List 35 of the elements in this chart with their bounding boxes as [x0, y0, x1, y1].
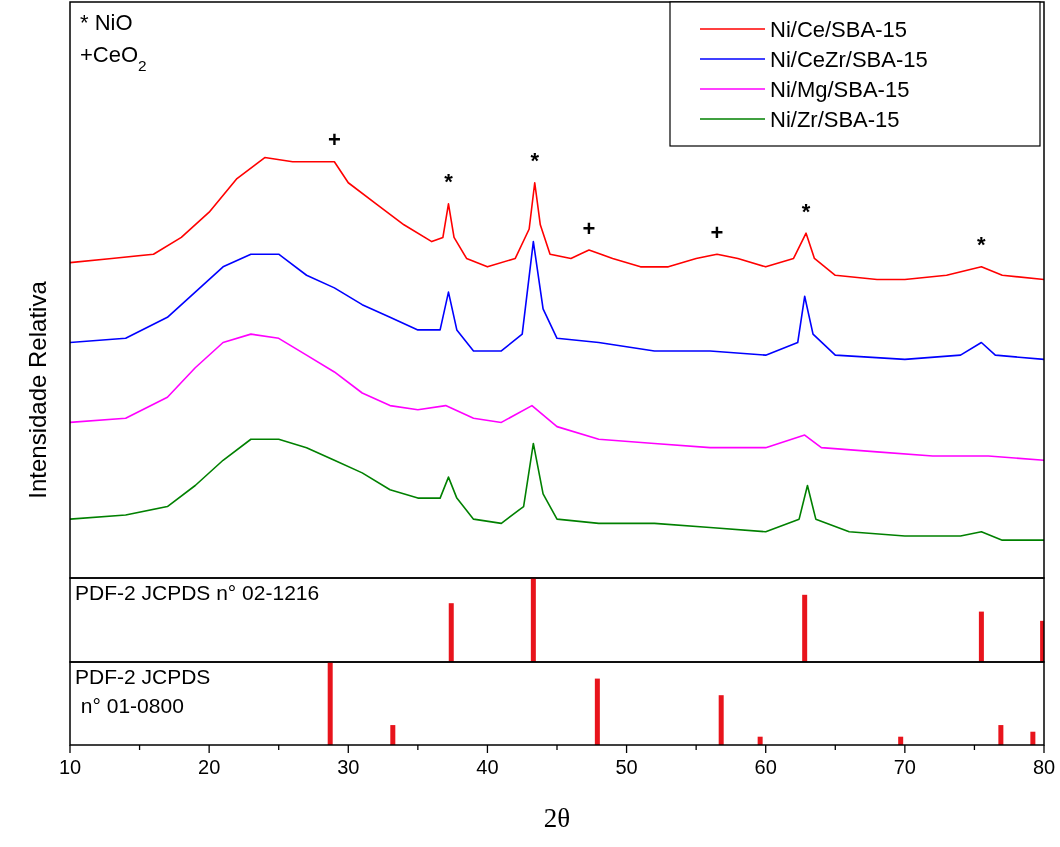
legend-label: Ni/Ce/SBA-15: [770, 17, 907, 42]
legend-label: Ni/Mg/SBA-15: [770, 77, 910, 102]
annotation: PDF-2 JCPDS n° 02-1216: [75, 581, 320, 604]
annotation: +: [582, 215, 596, 241]
annotation: *: [444, 169, 454, 195]
legend-label: Ni/CeZr/SBA-15: [770, 47, 928, 72]
x-axis-title: 2θ: [543, 803, 571, 833]
annotation: +: [710, 219, 724, 245]
annotation: *: [801, 198, 811, 224]
bar: [530, 578, 536, 662]
annotation: *: [977, 232, 987, 258]
annotation: +: [327, 127, 341, 153]
annotation: PDF-2 JCPDS n° 01-0800: [75, 665, 211, 717]
x-tick-label: 60: [754, 756, 777, 778]
x-tick-label: 10: [58, 756, 82, 778]
bar: [1030, 731, 1036, 745]
annotation: *: [530, 148, 540, 174]
text: * NiO: [80, 10, 133, 35]
x-tick-label: 50: [615, 756, 638, 778]
x-tick-label: 30: [337, 756, 360, 778]
bar: [390, 725, 396, 745]
bar: [802, 594, 808, 662]
bar: [978, 611, 984, 662]
bar: [998, 725, 1004, 745]
bar: [327, 662, 333, 745]
bar: [718, 695, 724, 745]
x-tick-label: 20: [198, 756, 221, 778]
legend-label: Ni/Zr/SBA-15: [770, 107, 900, 132]
bar: [594, 678, 600, 745]
y-axis-title: Intensidade Relativa: [24, 280, 51, 499]
x-tick-label: 70: [893, 756, 916, 778]
x-tick-label: 40: [476, 756, 499, 778]
bar: [448, 603, 454, 662]
x-tick-label: 80: [1032, 756, 1056, 778]
text: +CeO$_{2}$: [80, 42, 147, 74]
